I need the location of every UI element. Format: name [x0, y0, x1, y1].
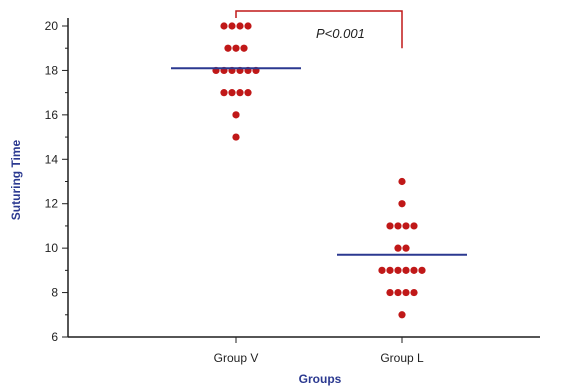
data-points	[212, 22, 426, 319]
data-point	[394, 266, 402, 274]
data-point	[220, 89, 228, 97]
bracket-line	[235, 10, 403, 49]
data-point	[386, 266, 394, 274]
y-tick-label: 18	[45, 63, 59, 77]
data-point	[418, 266, 426, 274]
data-point	[228, 89, 236, 97]
mean-lines	[171, 67, 467, 256]
data-point	[232, 111, 240, 119]
data-point	[402, 222, 410, 230]
data-point	[386, 288, 394, 297]
x-axis-title: Groups	[299, 372, 342, 386]
y-tick-label: 10	[45, 241, 59, 255]
data-point	[402, 288, 410, 297]
data-point	[236, 89, 244, 97]
data-point	[378, 266, 386, 274]
x-tick-label: Group V	[214, 351, 259, 365]
axes	[67, 18, 540, 338]
data-point	[402, 266, 410, 274]
data-point	[398, 311, 406, 319]
y-tick-label: 20	[45, 19, 59, 33]
data-point	[398, 177, 406, 186]
data-point	[228, 22, 236, 30]
y-tick-label: 6	[51, 330, 58, 344]
x-tick-label: Group L	[380, 351, 424, 365]
data-point	[244, 22, 252, 30]
p-value-label: P<0.001	[316, 26, 365, 41]
data-point	[240, 44, 248, 52]
data-point	[410, 266, 418, 274]
significance-bracket	[235, 10, 403, 49]
data-point	[224, 44, 232, 52]
data-point	[386, 222, 394, 230]
y-tick-label: 8	[51, 286, 58, 300]
data-point	[402, 244, 410, 252]
x-category-labels: Group V Group L	[214, 337, 424, 365]
data-point	[232, 133, 240, 141]
y-ticks: 6 8 10 12 14 16 18 20	[45, 19, 68, 344]
data-point	[236, 22, 244, 30]
data-point	[232, 44, 240, 52]
data-point	[398, 200, 406, 208]
data-point	[244, 89, 252, 97]
data-point	[410, 222, 418, 230]
data-point	[394, 288, 402, 297]
y-tick-label: 12	[45, 197, 59, 211]
y-tick-label: 16	[45, 108, 59, 122]
data-point	[220, 22, 228, 30]
data-point	[410, 288, 418, 297]
data-point	[394, 244, 402, 252]
data-point	[394, 222, 402, 230]
y-tick-label: 14	[45, 152, 59, 166]
y-axis-title: Suturing Time	[9, 139, 23, 220]
